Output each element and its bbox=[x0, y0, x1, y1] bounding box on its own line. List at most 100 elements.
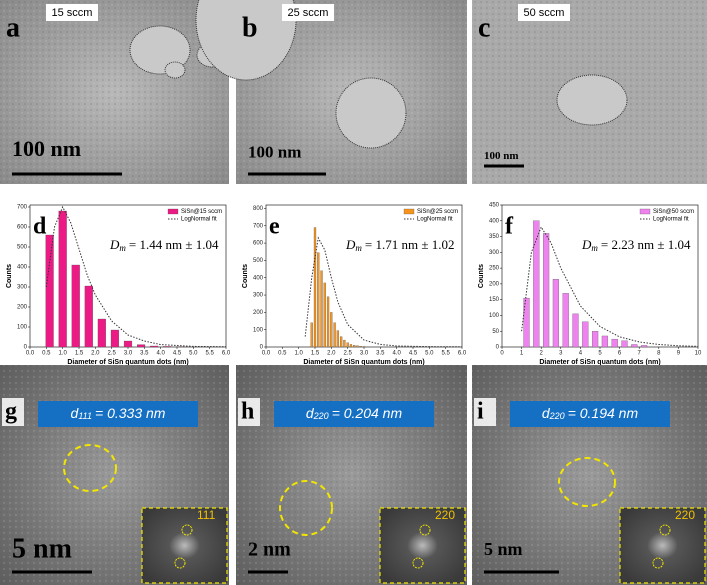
particle-highlight bbox=[279, 480, 333, 536]
d-text: = 0.194 nm bbox=[568, 405, 639, 421]
legend-label: SiSn@25 sccm bbox=[417, 209, 458, 215]
x-tick-label: 5.5 bbox=[441, 351, 450, 357]
bar bbox=[349, 344, 353, 348]
x-tick-label: 0.5 bbox=[278, 351, 287, 357]
bar bbox=[45, 234, 54, 348]
y-tick-label: 50 bbox=[492, 329, 499, 335]
condition: 15 sccm bbox=[52, 7, 93, 19]
x-tick-label: 5.0 bbox=[425, 351, 434, 357]
bar bbox=[310, 322, 313, 348]
label-box bbox=[38, 401, 198, 427]
x-axis-label: Diameter of SiSn quantum dots (nm) bbox=[67, 359, 188, 366]
legend-swatch bbox=[167, 208, 179, 215]
d-spacing: d220 = 0.194 nm bbox=[542, 405, 639, 422]
bar bbox=[562, 293, 569, 348]
bar bbox=[317, 252, 320, 348]
annotation-text: = 2.23 nm ± 1.04 bbox=[601, 237, 691, 252]
condition-box bbox=[518, 4, 570, 21]
particle bbox=[556, 74, 628, 126]
x-tick-label: 1 bbox=[520, 351, 524, 357]
annotation-subscript: m bbox=[591, 243, 598, 253]
d-text: = 0.333 nm bbox=[95, 405, 166, 421]
x-tick-label: 1.5 bbox=[75, 351, 84, 357]
x-tick-label: 6.0 bbox=[222, 351, 231, 357]
x-tick-label: 2 bbox=[540, 351, 544, 357]
bar bbox=[340, 336, 343, 348]
legend-swatch bbox=[639, 208, 651, 215]
bar bbox=[323, 282, 326, 348]
x-tick-label: 3.0 bbox=[124, 351, 133, 357]
bar bbox=[320, 270, 323, 348]
particle-highlight bbox=[63, 444, 117, 492]
x-tick-label: 8 bbox=[657, 351, 661, 357]
annotation: Dm = 1.71 nm ± 1.02 bbox=[345, 237, 454, 253]
x-axis-label: Diameter of SiSn quantum dots (nm) bbox=[539, 359, 660, 366]
bar bbox=[353, 345, 356, 348]
d-spacing: d220 = 0.204 nm bbox=[306, 405, 403, 422]
bar bbox=[346, 342, 349, 348]
bar bbox=[362, 346, 366, 348]
bar bbox=[359, 345, 362, 348]
d-spacing: d111 = 0.333 nm bbox=[71, 405, 166, 422]
letter-bg bbox=[2, 398, 24, 426]
d-symbol: d bbox=[542, 405, 551, 421]
label-box bbox=[274, 401, 434, 427]
bar bbox=[163, 346, 172, 348]
y-tick-label: 600 bbox=[253, 241, 264, 247]
fft-spot bbox=[181, 524, 193, 536]
letter-bg bbox=[474, 398, 496, 426]
condition: 25 sccm bbox=[288, 7, 329, 19]
bar bbox=[641, 345, 648, 348]
condition-box bbox=[282, 4, 334, 21]
bar bbox=[336, 330, 339, 348]
x-tick-label: 2.0 bbox=[91, 351, 100, 357]
fit-line bbox=[521, 225, 699, 347]
x-tick-label: 2.5 bbox=[107, 351, 116, 357]
y-tick-label: 800 bbox=[253, 206, 264, 212]
x-tick-label: 4.5 bbox=[409, 351, 418, 357]
scale-label: 100 nm bbox=[248, 142, 301, 161]
bar bbox=[84, 285, 93, 348]
x-tick-label: 0.0 bbox=[262, 351, 271, 357]
x-tick-label: 4 bbox=[579, 351, 583, 357]
panel-letter: e bbox=[269, 214, 280, 240]
y-tick-label: 300 bbox=[17, 285, 28, 291]
letter-bg bbox=[238, 398, 260, 426]
x-tick-label: 6.0 bbox=[458, 351, 467, 357]
y-axis-label: Counts bbox=[478, 264, 485, 288]
legend-label: SiSn@15 sccm bbox=[181, 209, 222, 215]
bar bbox=[330, 312, 333, 348]
y-tick-label: 0 bbox=[24, 345, 28, 351]
x-tick-label: 9 bbox=[677, 351, 681, 357]
bar bbox=[533, 220, 540, 348]
panel-letter: d bbox=[33, 214, 47, 240]
x-tick-label: 7 bbox=[638, 351, 642, 357]
scale-label: 2 nm bbox=[248, 539, 291, 561]
y-tick-label: 350 bbox=[489, 234, 500, 240]
d-text: = 0.204 nm bbox=[332, 405, 403, 421]
d-subscript: 111 bbox=[78, 411, 92, 421]
annotation-text: = 1.71 nm ± 1.02 bbox=[365, 237, 455, 252]
y-tick-label: 600 bbox=[17, 225, 28, 231]
y-tick-label: 0 bbox=[260, 345, 264, 351]
bar bbox=[592, 331, 599, 348]
x-tick-label: 10 bbox=[695, 351, 702, 357]
annotation-symbol: D bbox=[345, 237, 356, 252]
x-axis-label: Diameter of SiSn quantum dots (nm) bbox=[303, 359, 424, 366]
bar bbox=[71, 264, 80, 348]
scale-label: 5 nm bbox=[12, 533, 72, 564]
fft-index: 220 bbox=[675, 508, 695, 522]
bar bbox=[552, 279, 559, 348]
bar bbox=[58, 210, 67, 348]
y-tick-label: 0 bbox=[496, 345, 500, 351]
x-tick-label: 4.0 bbox=[392, 351, 401, 357]
annotation-subscript: m bbox=[355, 243, 362, 253]
scale-label: 5 nm bbox=[484, 539, 523, 559]
scale-label: 100 nm bbox=[484, 150, 519, 162]
fft-spot bbox=[419, 524, 431, 536]
x-tick-label: 1.0 bbox=[294, 351, 303, 357]
fft-index: 220 bbox=[435, 508, 455, 522]
plot-frame bbox=[265, 204, 463, 348]
x-tick-label: 0.5 bbox=[42, 351, 51, 357]
